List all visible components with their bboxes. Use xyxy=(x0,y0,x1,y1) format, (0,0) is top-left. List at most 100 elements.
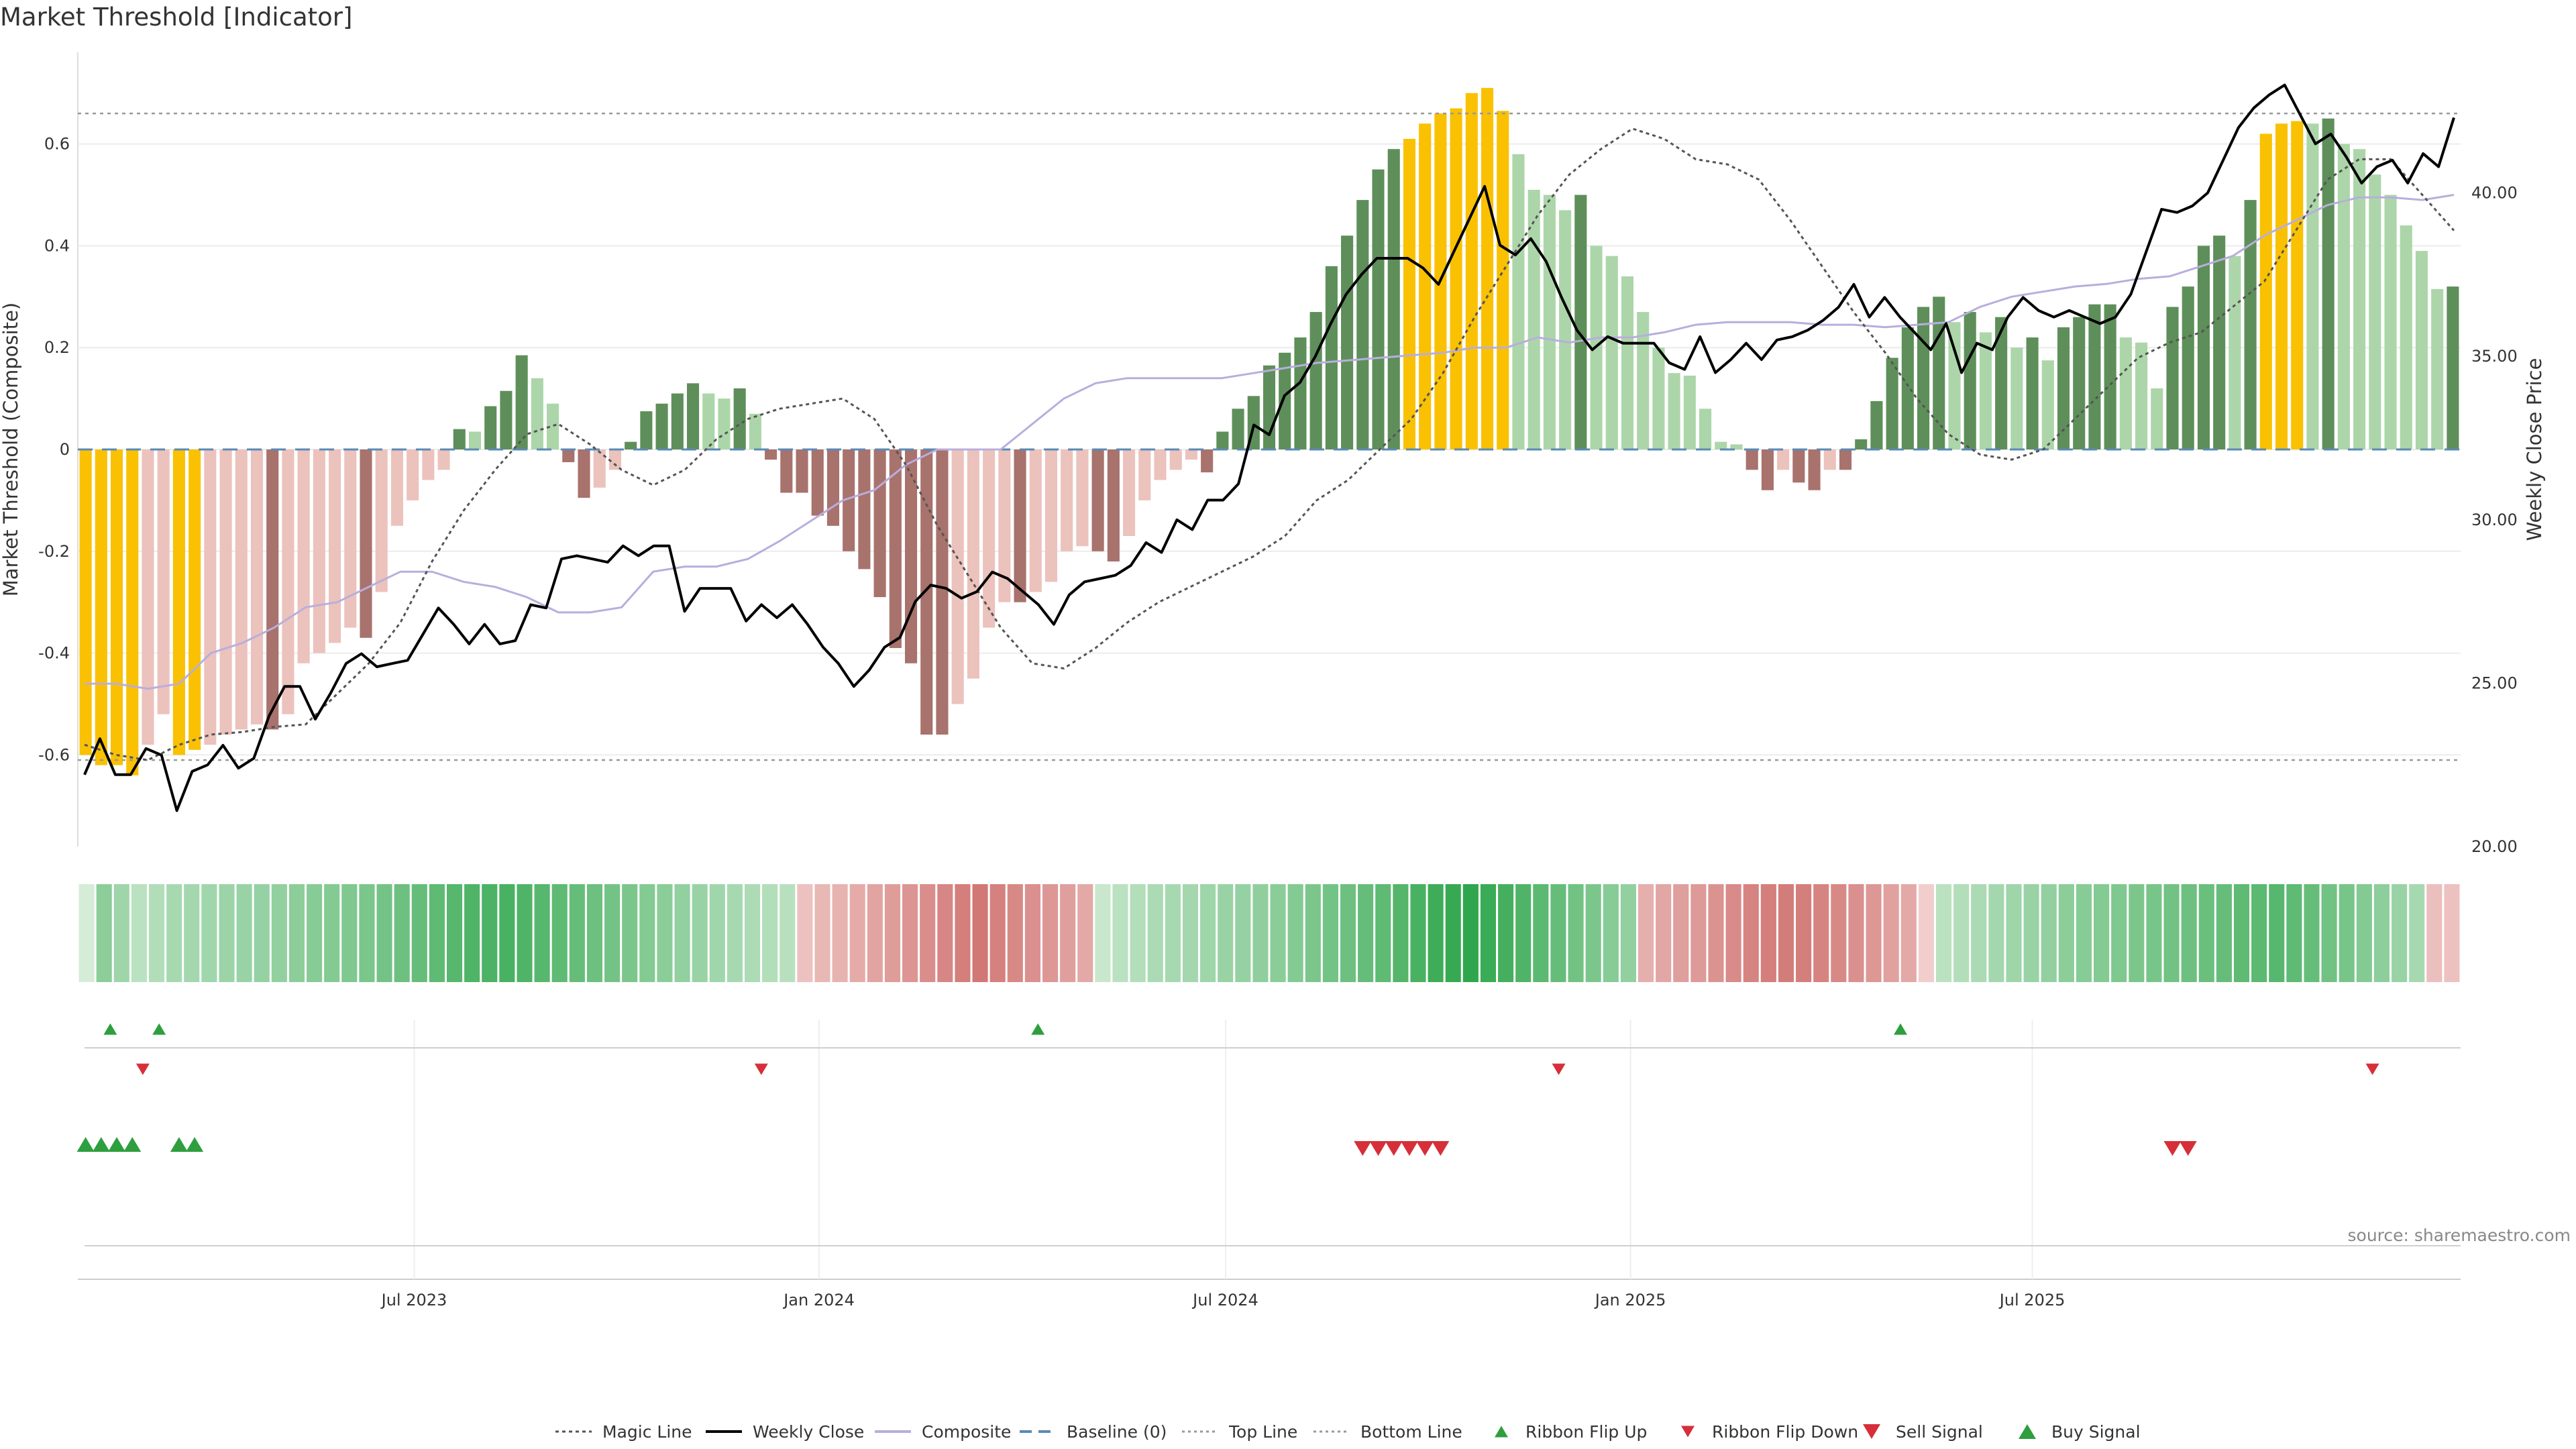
x-tick-label: Jan 2025 xyxy=(1594,1291,1666,1309)
composite-bar xyxy=(1216,431,1229,449)
composite-bar xyxy=(2026,337,2039,449)
ribbon-cell xyxy=(1165,884,1181,982)
ribbon-cell xyxy=(1130,884,1146,982)
ribbon-cell xyxy=(762,884,778,982)
magic-line xyxy=(84,127,2455,761)
composite-bar xyxy=(1715,441,1727,449)
composite-bar xyxy=(1263,365,1276,449)
ribbon-cell xyxy=(2216,884,2232,982)
composite-bar xyxy=(1948,322,1961,449)
ribbon-cell xyxy=(307,884,323,982)
composite-bar xyxy=(1886,358,1898,449)
composite-bar xyxy=(1964,312,1976,449)
ribbon-cell xyxy=(2163,884,2180,982)
composite-bar xyxy=(749,413,761,449)
ribbon-cell xyxy=(219,884,235,982)
composite-bar xyxy=(2182,286,2194,449)
ribbon-cell xyxy=(2251,884,2267,982)
composite-bar xyxy=(983,449,996,628)
composite-bar xyxy=(266,449,279,730)
buy-signal-marker xyxy=(123,1136,142,1152)
composite-bar xyxy=(437,449,450,470)
ribbon-cell xyxy=(1918,884,1934,982)
composite-bar xyxy=(468,431,482,449)
composite-bar xyxy=(1497,111,1509,450)
legend-label: Weekly Close xyxy=(753,1422,864,1442)
composite-bar xyxy=(79,449,92,755)
composite-bar xyxy=(1917,307,1930,449)
composite-bar xyxy=(1527,189,1540,449)
ribbon-cell xyxy=(113,884,129,982)
ribbon-flip-up-marker xyxy=(152,1023,166,1035)
ribbon-cell xyxy=(622,884,638,982)
composite-bar xyxy=(1823,449,1836,470)
ribbon-flip-down-marker xyxy=(136,1063,150,1075)
y2-tick-label: 30.00 xyxy=(2471,511,2518,529)
legend-label: Ribbon Flip Up xyxy=(1525,1422,1647,1442)
ribbon-cell xyxy=(1498,884,1514,982)
ribbon-cell xyxy=(586,884,603,982)
composite-bar xyxy=(1621,276,1634,449)
legend-label: Baseline (0) xyxy=(1067,1422,1167,1442)
ribbon-cell xyxy=(1182,884,1199,982)
composite-bar xyxy=(313,449,325,653)
composite-bar xyxy=(765,449,777,460)
ribbon-cell xyxy=(429,884,445,982)
composite-bar xyxy=(1574,195,1587,449)
legend-label: Sell Signal xyxy=(1896,1422,1983,1442)
composite-bar xyxy=(2244,200,2257,449)
ribbon-cell xyxy=(166,884,182,982)
composite-bar xyxy=(2213,235,2226,449)
ribbon-cell xyxy=(692,884,708,982)
ribbon-cell xyxy=(2233,884,2250,982)
composite-bar xyxy=(189,449,201,750)
composite-bar xyxy=(297,449,310,663)
composite-bar xyxy=(547,403,559,449)
ribbon-cell xyxy=(2392,884,2408,982)
ribbon-cell xyxy=(657,884,673,982)
legend-label: Composite xyxy=(922,1422,1011,1442)
sell-signal-marker xyxy=(1400,1140,1418,1157)
y-tick-label: -0.2 xyxy=(38,542,70,561)
composite-bar xyxy=(500,390,513,449)
composite-bar xyxy=(515,355,528,449)
ribbon-cell xyxy=(2409,884,2425,982)
x-tick-label: Jul 2024 xyxy=(1191,1291,1258,1309)
sell-signal-marker xyxy=(1432,1140,1450,1157)
ribbon-cell xyxy=(1235,884,1251,982)
ribbon-cell xyxy=(1340,884,1356,982)
composite-bar xyxy=(1465,93,1478,449)
ribbon-cell xyxy=(271,884,287,982)
ribbon-cell xyxy=(341,884,358,982)
buy-signal-marker xyxy=(76,1136,95,1152)
composite-bar xyxy=(2166,307,2179,449)
ribbon-cell xyxy=(1883,884,1899,982)
composite-bar xyxy=(157,449,170,714)
composite-bar xyxy=(422,449,435,480)
ribbon-cell xyxy=(1935,884,1952,982)
ribbon-cell xyxy=(709,884,725,982)
ribbon-cell xyxy=(236,884,252,982)
ribbon-cell xyxy=(1656,884,1672,982)
ribbon-cell xyxy=(1287,884,1303,982)
composite-bars xyxy=(79,88,2459,775)
ribbon-cell xyxy=(1095,884,1111,982)
composite-bar xyxy=(2119,337,2132,449)
ribbon-cell xyxy=(1813,884,1829,982)
sell-signal-marker xyxy=(2179,1140,2197,1157)
legend: Magic Line Weekly Close Composite Baseline … xyxy=(555,1422,2141,1442)
legend-label: Top Line xyxy=(1228,1422,1297,1442)
ribbon-cell xyxy=(1568,884,1584,982)
ribbon-cell xyxy=(1042,884,1059,982)
ribbon-cell xyxy=(1690,884,1707,982)
composite-bar xyxy=(920,449,933,735)
composite-bar xyxy=(1169,449,1182,470)
ribbon-cell xyxy=(1358,884,1374,982)
ribbon-cell xyxy=(1147,884,1163,982)
ribbon-cell xyxy=(1796,884,1812,982)
composite-bar xyxy=(811,449,824,516)
ribbon-cell xyxy=(1322,884,1338,982)
ribbon-cell xyxy=(867,884,883,982)
ribbon-cell xyxy=(744,884,761,982)
